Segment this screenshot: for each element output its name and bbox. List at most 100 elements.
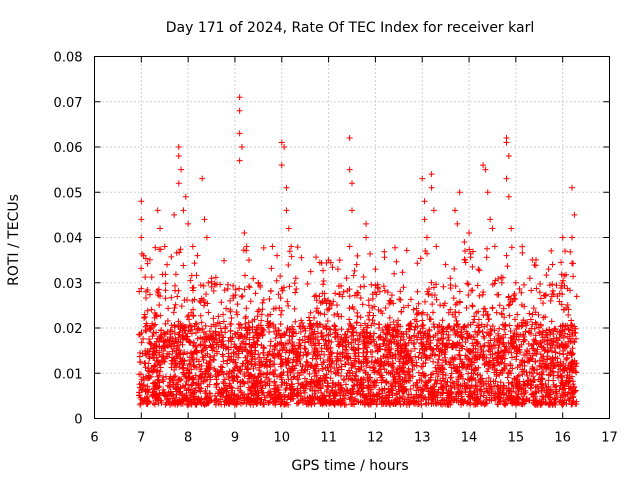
data-point xyxy=(431,388,438,395)
data-point xyxy=(551,363,558,370)
data-point xyxy=(221,376,228,383)
data-point xyxy=(272,335,279,342)
data-point xyxy=(346,316,353,323)
data-point xyxy=(425,333,432,340)
data-point xyxy=(186,360,193,367)
data-point xyxy=(430,207,437,214)
data-point xyxy=(434,362,441,369)
data-point xyxy=(455,351,462,358)
data-point xyxy=(192,400,199,407)
data-point xyxy=(483,254,490,261)
data-point xyxy=(208,283,215,290)
data-point xyxy=(406,399,413,406)
data-point xyxy=(421,198,428,205)
data-point xyxy=(494,359,501,366)
data-point xyxy=(227,335,234,342)
data-point xyxy=(484,368,491,375)
x-tick-label: 17 xyxy=(601,431,618,446)
data-point xyxy=(376,395,383,402)
data-point xyxy=(345,341,352,348)
data-point xyxy=(450,380,457,387)
data-point xyxy=(371,303,378,310)
data-point xyxy=(142,350,149,357)
data-point xyxy=(381,254,388,261)
data-point xyxy=(569,260,576,267)
data-point xyxy=(217,389,224,396)
data-point xyxy=(537,399,544,406)
data-point xyxy=(490,357,497,364)
data-point xyxy=(167,395,174,402)
data-point xyxy=(289,323,296,330)
data-point xyxy=(216,336,223,343)
data-point xyxy=(215,313,222,320)
data-point xyxy=(338,313,345,320)
data-point xyxy=(493,371,500,378)
data-point xyxy=(499,354,506,361)
data-point xyxy=(297,328,304,335)
data-point xyxy=(258,385,265,392)
data-point xyxy=(215,331,222,338)
data-point xyxy=(462,339,469,346)
data-point xyxy=(398,330,405,337)
data-point xyxy=(538,374,545,381)
data-point xyxy=(161,243,168,250)
data-point xyxy=(292,352,299,359)
data-point xyxy=(511,376,518,383)
data-point xyxy=(326,400,333,407)
data-point xyxy=(530,336,537,343)
data-point xyxy=(262,374,269,381)
data-point xyxy=(258,331,265,338)
data-point xyxy=(560,306,567,313)
data-point xyxy=(310,340,317,347)
data-point xyxy=(532,262,539,269)
data-point xyxy=(321,295,328,302)
data-point xyxy=(305,314,312,321)
data-point xyxy=(180,398,187,405)
data-point xyxy=(456,347,463,354)
data-point xyxy=(147,324,154,331)
data-point xyxy=(439,340,446,347)
data-point xyxy=(320,278,327,285)
data-point xyxy=(171,400,178,407)
x-tick-label: 13 xyxy=(414,431,431,446)
data-point xyxy=(151,342,158,349)
data-point xyxy=(234,346,241,353)
data-point xyxy=(173,249,180,256)
data-point xyxy=(348,376,355,383)
data-point xyxy=(392,244,399,251)
data-point xyxy=(392,334,399,341)
data-point xyxy=(299,319,306,326)
data-point xyxy=(519,357,526,364)
data-point xyxy=(541,338,548,345)
data-point xyxy=(188,323,195,330)
data-point xyxy=(296,352,303,359)
data-point xyxy=(283,347,290,354)
data-point xyxy=(485,347,492,354)
data-point xyxy=(244,330,251,337)
data-point xyxy=(564,285,571,292)
data-point xyxy=(560,347,567,354)
data-point xyxy=(418,355,425,362)
data-point xyxy=(150,329,157,336)
data-point xyxy=(563,356,570,363)
data-point xyxy=(249,323,256,330)
data-point xyxy=(439,317,446,324)
data-point xyxy=(396,394,403,401)
data-point xyxy=(146,353,153,360)
data-point xyxy=(258,311,265,318)
data-point xyxy=(381,248,388,255)
data-point xyxy=(147,373,154,380)
data-point xyxy=(494,393,501,400)
data-point xyxy=(401,379,408,386)
data-point xyxy=(349,386,356,393)
data-point xyxy=(283,328,290,335)
data-point xyxy=(285,376,292,383)
data-point xyxy=(338,366,345,373)
data-point xyxy=(143,328,150,335)
data-point xyxy=(549,287,556,294)
data-point xyxy=(346,396,353,403)
data-point xyxy=(301,345,308,352)
data-point xyxy=(563,355,570,362)
data-point xyxy=(253,326,260,333)
data-point xyxy=(343,275,350,282)
